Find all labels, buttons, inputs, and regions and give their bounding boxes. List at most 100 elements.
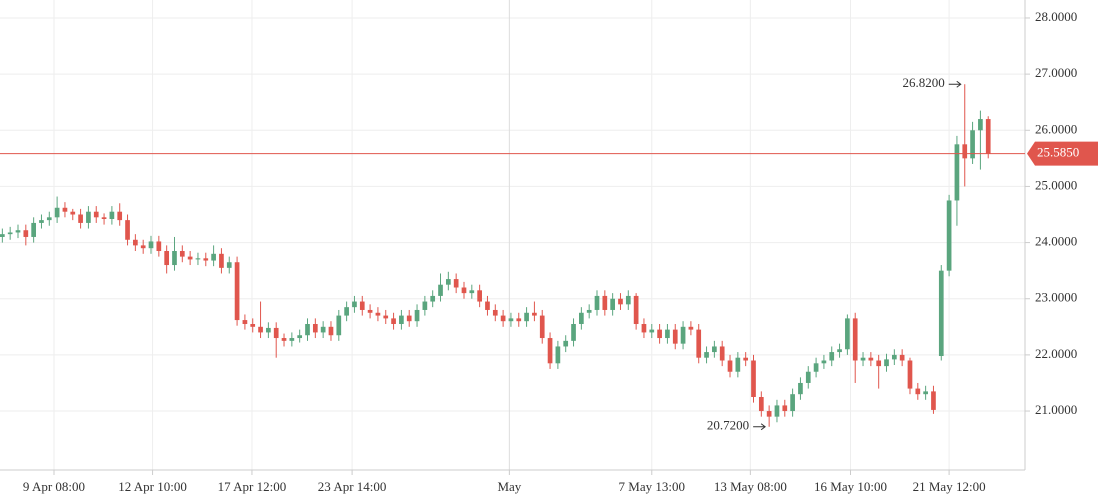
- candle-body: [46, 217, 52, 221]
- candle-body: [289, 338, 295, 341]
- candle-body: [852, 318, 858, 361]
- candle-body: [367, 309, 373, 313]
- candle-body: [618, 298, 623, 305]
- candle-body: [492, 309, 498, 316]
- candle-body: [281, 338, 287, 341]
- candle-body: [312, 324, 318, 333]
- candle-body: [829, 352, 835, 361]
- candle-body: [430, 295, 436, 302]
- price-label: 25.5850: [1037, 145, 1079, 160]
- candle-body: [148, 241, 154, 249]
- candle-body: [539, 315, 545, 339]
- candle-body: [234, 262, 240, 321]
- candle-body: [86, 211, 91, 223]
- y-tick-label: 22.0000: [1035, 346, 1077, 361]
- candle-body: [453, 279, 459, 288]
- candle-body: [383, 315, 389, 319]
- y-tick-label: 24.0000: [1035, 234, 1077, 249]
- candle-body: [297, 335, 303, 339]
- candle-body: [884, 359, 889, 367]
- candle-body: [954, 144, 960, 201]
- candle-body: [891, 354, 897, 360]
- candle-body: [179, 251, 185, 257]
- y-tick-label: 26.0000: [1035, 121, 1077, 136]
- x-tick-label: May: [497, 479, 521, 494]
- candle-body: [242, 320, 248, 325]
- candle-body: [78, 214, 83, 223]
- x-tick-label: 13 May 08:00: [714, 479, 787, 494]
- candle-body: [359, 301, 365, 310]
- candle-body: [633, 295, 639, 325]
- candle-body: [39, 220, 44, 223]
- candle-body: [962, 144, 968, 159]
- candle-body: [445, 279, 451, 285]
- annotation-arrow: [948, 80, 962, 88]
- y-tick-label: 28.0000: [1035, 9, 1077, 24]
- candle-body: [516, 318, 522, 322]
- candle-body: [203, 258, 209, 261]
- y-tick-label: 21.0000: [1035, 402, 1077, 417]
- candle-body: [500, 315, 506, 322]
- candle-body: [352, 301, 357, 308]
- candle-body: [438, 284, 443, 296]
- candle-body: [610, 298, 615, 310]
- candle-body: [140, 245, 146, 249]
- candle-body: [31, 222, 36, 237]
- candle-body: [946, 200, 952, 271]
- candle-body: [187, 256, 193, 260]
- candle-body: [266, 327, 271, 333]
- candle-body: [399, 315, 404, 325]
- candle-body: [485, 301, 490, 310]
- candle-body: [273, 327, 279, 339]
- candle-body: [461, 287, 467, 294]
- annotation-arrow: [753, 423, 766, 431]
- candle-body: [798, 382, 803, 395]
- candle-body: [414, 309, 420, 322]
- candle-body: [938, 270, 944, 357]
- candle-body: [195, 258, 201, 260]
- candle-body: [696, 329, 702, 358]
- x-tick-label: 23 Apr 14:00: [318, 479, 387, 494]
- candle-body: [391, 318, 396, 325]
- candle-body: [54, 207, 60, 218]
- candle-body: [422, 301, 428, 310]
- candle-body: [532, 312, 537, 316]
- price-tag: [1027, 141, 1098, 166]
- x-tick-label: 17 Apr 12:00: [218, 479, 287, 494]
- candle-body: [117, 211, 123, 221]
- candle-body: [524, 312, 529, 322]
- candle-body: [320, 326, 326, 333]
- candle-body: [101, 217, 107, 219]
- x-tick-label: 7 May 13:00: [619, 479, 685, 494]
- candle-body: [774, 405, 780, 417]
- candle-body: [665, 329, 670, 339]
- candle-body: [508, 318, 514, 322]
- candle-body: [344, 307, 349, 316]
- x-tick-label: 12 Apr 10:00: [118, 479, 187, 494]
- candle-body: [7, 232, 13, 235]
- candle-body: [813, 363, 819, 372]
- candle-body: [625, 295, 631, 305]
- candle-body: [226, 262, 232, 268]
- candle-body: [931, 391, 936, 410]
- candle-body: [156, 241, 162, 252]
- candle-body: [727, 360, 733, 372]
- candle-body: [336, 315, 342, 336]
- candle-body: [93, 211, 99, 218]
- candle-body: [782, 405, 788, 412]
- candle-body: [837, 349, 842, 353]
- candle-body: [563, 340, 569, 347]
- candle-body: [970, 130, 975, 159]
- candle-body: [751, 360, 756, 398]
- candle-body: [555, 346, 561, 364]
- candle-body: [219, 253, 224, 268]
- y-tick-label: 25.0000: [1035, 177, 1077, 192]
- candle-body: [688, 326, 694, 330]
- candle-body: [109, 211, 115, 219]
- candle-body: [305, 324, 310, 336]
- candle-body: [258, 326, 263, 333]
- candle-body: [680, 326, 686, 344]
- candle-body: [594, 295, 600, 310]
